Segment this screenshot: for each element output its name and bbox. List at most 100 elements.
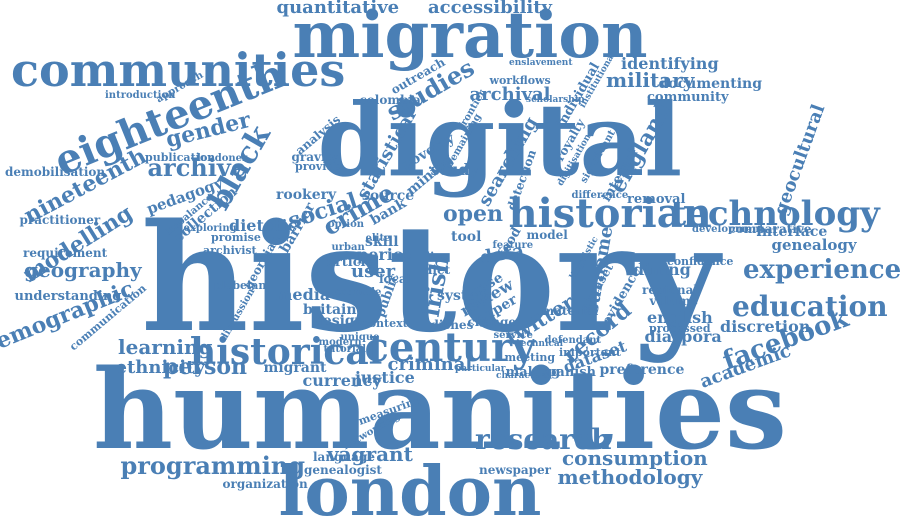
word-period: period bbox=[357, 245, 415, 264]
word-feature: feature bbox=[492, 240, 534, 251]
word-accessibility: accessibility bbox=[428, 0, 553, 18]
word-experience: experience bbox=[743, 255, 900, 285]
word-skill: skill bbox=[365, 234, 399, 250]
word-diaspora: diaspora bbox=[644, 327, 722, 346]
word-education: education bbox=[732, 290, 888, 323]
word-language: language bbox=[313, 450, 375, 464]
word-enslavement: enslavement bbox=[509, 57, 573, 68]
word-media: media bbox=[275, 285, 331, 304]
word-source: source bbox=[362, 188, 415, 204]
word-genealogist: genealogist bbox=[304, 463, 382, 477]
word-important: important bbox=[559, 345, 621, 359]
word-britain: britain bbox=[303, 302, 357, 318]
word-technology: technology bbox=[670, 194, 880, 234]
word-community: community bbox=[647, 89, 729, 105]
word-archival: archival bbox=[469, 84, 551, 105]
word-research: research bbox=[475, 423, 612, 456]
word-archive: archive bbox=[147, 153, 247, 182]
word-genealogy: genealogy bbox=[771, 235, 857, 254]
word-documenting: documenting bbox=[658, 76, 762, 92]
word-plebeian: plebeian bbox=[213, 278, 267, 292]
word-historical: historical bbox=[190, 331, 383, 373]
word-particular: particular bbox=[455, 363, 506, 374]
word-dishes: dishes bbox=[430, 318, 474, 332]
word-making: making bbox=[505, 364, 561, 380]
word-communities: communities bbox=[11, 43, 346, 97]
word-unique: unique bbox=[340, 332, 380, 343]
word-spanish: spanish bbox=[540, 364, 596, 380]
word-currency: currency bbox=[302, 371, 382, 390]
word-migration: migration bbox=[292, 0, 648, 73]
word-dietetic: dietetic bbox=[229, 216, 298, 235]
word-requirement: requirement bbox=[23, 246, 108, 260]
word-confidence: confidence bbox=[667, 254, 734, 268]
word-modern: modern bbox=[318, 337, 362, 348]
word-context: context bbox=[362, 316, 408, 330]
word-meeting: meeting bbox=[504, 350, 556, 364]
word-regional: regional bbox=[642, 283, 698, 297]
word-practitioner: practitioner bbox=[19, 213, 101, 227]
word-article: article bbox=[326, 254, 374, 270]
word-processed: processed bbox=[649, 321, 711, 335]
word-programming: programming bbox=[120, 451, 306, 480]
word-english: english bbox=[647, 308, 713, 327]
word-study: study bbox=[430, 160, 480, 179]
word-colombia: colombia bbox=[359, 93, 421, 107]
word-change: change bbox=[467, 315, 517, 329]
word-military: military bbox=[606, 68, 695, 92]
word-london: london bbox=[278, 452, 542, 519]
word-learning: learning bbox=[118, 335, 213, 359]
word-provide: provide bbox=[295, 159, 342, 173]
word-migrant: migrant bbox=[263, 360, 327, 376]
word-tutorial: tutorial bbox=[323, 344, 367, 355]
word-system: system bbox=[437, 288, 492, 304]
word-understanding: understanding bbox=[14, 288, 122, 304]
word-geography: geography bbox=[24, 258, 142, 282]
word-person: person bbox=[163, 354, 248, 380]
word-historian: historian bbox=[508, 190, 712, 237]
word-organization: organization bbox=[222, 477, 308, 491]
word-comparative: comparative bbox=[728, 222, 812, 236]
word-identifying: identifying bbox=[621, 54, 719, 73]
word-century: century bbox=[364, 324, 536, 371]
word-criminal: criminal bbox=[387, 354, 473, 375]
word-development: development bbox=[692, 224, 764, 235]
word-material: material bbox=[541, 304, 599, 318]
word-workflows: workflows bbox=[489, 73, 551, 87]
word-history: history bbox=[141, 191, 720, 365]
word-preference: preference bbox=[599, 362, 685, 378]
word-service: service bbox=[493, 330, 533, 341]
word-quantitative: quantitative bbox=[276, 0, 400, 18]
word-urban: urban bbox=[331, 242, 365, 253]
word-difference: difference bbox=[571, 190, 629, 201]
word-introduction: introduction bbox=[105, 90, 176, 101]
word-exploring: exploring bbox=[183, 223, 237, 234]
word-promise: promise bbox=[211, 230, 261, 244]
word-tool: tool bbox=[451, 229, 482, 245]
word-design: design bbox=[313, 313, 365, 329]
word-option: option bbox=[328, 219, 365, 230]
word-discretion: discretion bbox=[720, 317, 811, 336]
word-digital: digital bbox=[317, 81, 683, 199]
word-defendant: defendant bbox=[544, 335, 602, 346]
word-scholarship: scholarship bbox=[526, 94, 585, 105]
word-gravity: gravity bbox=[291, 150, 339, 164]
word-diet: diet bbox=[424, 263, 451, 277]
word-rookery: rookery bbox=[276, 187, 337, 203]
word-methodology: methodology bbox=[557, 465, 703, 489]
word-demobilisation: demobilisation bbox=[5, 165, 106, 179]
word-dining: dining bbox=[633, 260, 691, 279]
word-open: open bbox=[443, 201, 504, 227]
word-consumption: consumption bbox=[562, 446, 708, 470]
word-vagrant: vagrant bbox=[327, 442, 413, 466]
word-local: local bbox=[379, 272, 412, 286]
word-volume: volume bbox=[649, 294, 699, 308]
word-interface: interface bbox=[756, 224, 828, 240]
word-humanities: humanities bbox=[93, 345, 787, 474]
word-elite: elite bbox=[365, 233, 391, 244]
word-newspaper: newspaper bbox=[479, 463, 551, 477]
word-crumble: crumble bbox=[335, 287, 382, 298]
word-archivist: archivist bbox=[203, 243, 257, 257]
word-user: user bbox=[351, 261, 396, 282]
